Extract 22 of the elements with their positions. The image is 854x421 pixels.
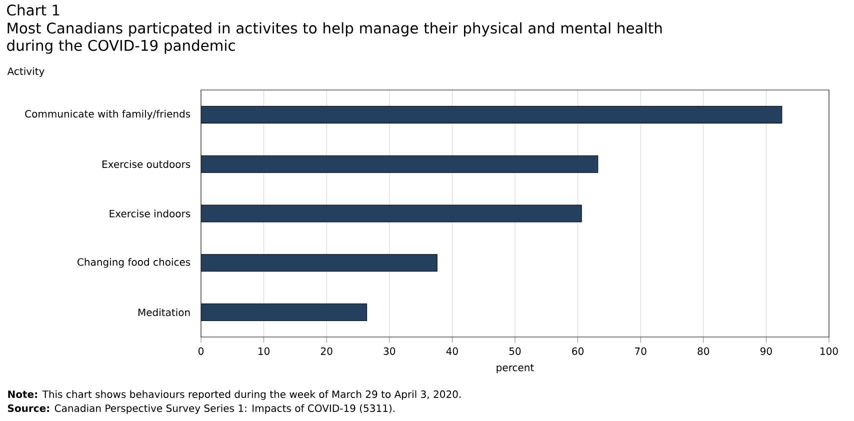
- x-tick-label: 60: [572, 347, 584, 355]
- x-tick-label: 80: [698, 347, 710, 355]
- chart-subtitle: Most Canadians particpated in activites to help manage their physical and mental health during the COVID-19 pandemic: [7, 22, 662, 54]
- y-tick-label: Meditation: [138, 308, 190, 316]
- x-tick-label: 50: [509, 347, 521, 355]
- text: Source: Canadian Perspective Survey Series 1: Impacts of COVID-19 (5311).: [8, 404, 394, 414]
- x-tick-label: 40: [446, 347, 458, 355]
- x-tick-label: 100: [820, 347, 838, 355]
- x-tick-label: 20: [320, 347, 332, 355]
- x-tick-label: 90: [760, 347, 772, 355]
- text: Chart 1: [7, 4, 60, 16]
- x-tick-label: 70: [635, 347, 646, 355]
- y-tick-label: Exercise indoors: [110, 210, 190, 218]
- x-tick-label: 30: [384, 347, 396, 355]
- x-tick-label: 10: [258, 347, 270, 355]
- y-tick-label: Exercise outdoors: [102, 160, 190, 168]
- x-tick-label: 0: [198, 347, 204, 355]
- y-tick-label: Changing food choices: [78, 258, 190, 268]
- y-axis-title: Activity: [7, 67, 44, 77]
- y-tick-label: Communicate with family/friends: [25, 110, 190, 120]
- x-axis-title: percent: [496, 364, 534, 374]
- text: Note: This chart shows behaviours reported during the week of March 29 to April 3, 2020.: [8, 390, 461, 400]
